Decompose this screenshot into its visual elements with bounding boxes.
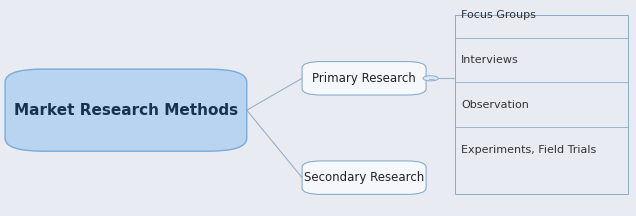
Circle shape (423, 76, 438, 81)
Text: Primary Research: Primary Research (312, 72, 416, 85)
Text: Focus Groups: Focus Groups (461, 10, 536, 20)
Text: Interviews: Interviews (461, 55, 519, 65)
Text: Market Research Methods: Market Research Methods (14, 103, 238, 118)
FancyBboxPatch shape (302, 161, 426, 194)
Text: −: − (427, 74, 434, 83)
Text: Observation: Observation (461, 100, 529, 110)
FancyBboxPatch shape (302, 62, 426, 95)
Text: Secondary Research: Secondary Research (304, 171, 424, 184)
FancyBboxPatch shape (5, 69, 247, 151)
Text: Experiments, Field Trials: Experiments, Field Trials (461, 145, 597, 155)
